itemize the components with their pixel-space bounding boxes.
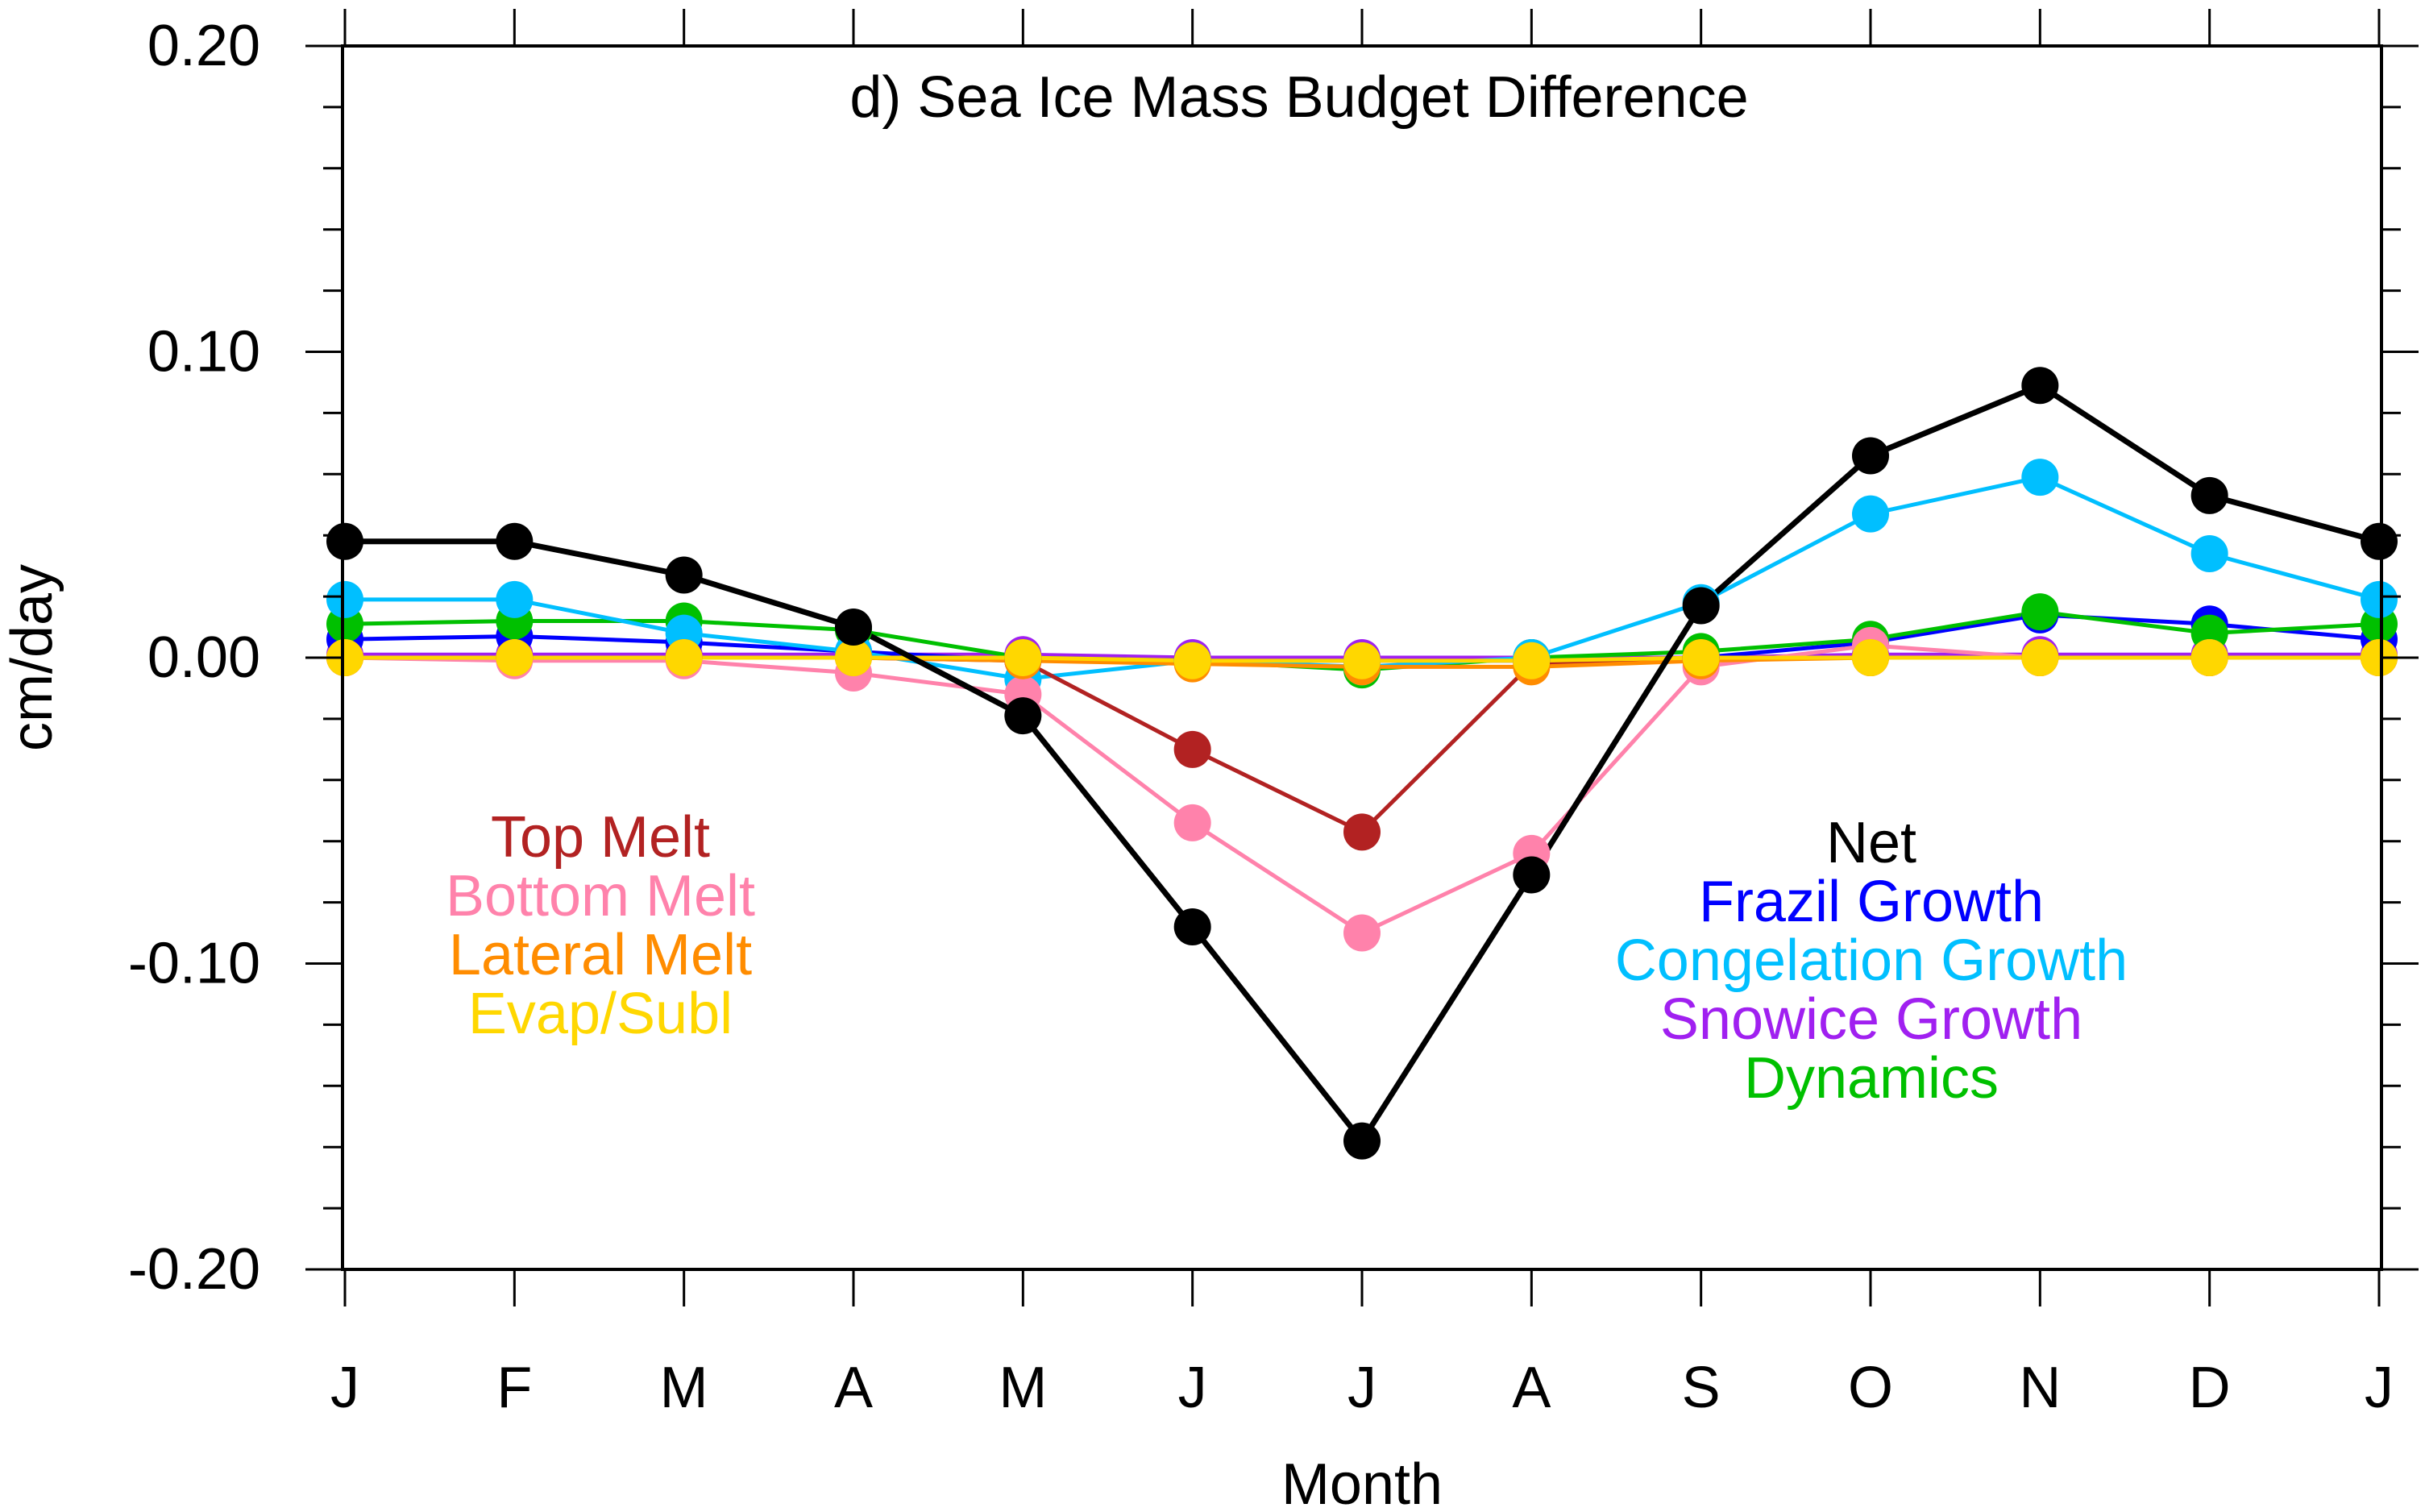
- x-tick-label: J: [1347, 1356, 1377, 1420]
- y-ticks: -0.20 -0.10 0.00 0.10 0.20: [128, 14, 2419, 1302]
- y-tick-label: -0.20: [128, 1237, 260, 1302]
- legend-entry: Bottom Melt: [446, 864, 755, 928]
- data-point-net: [2021, 367, 2059, 405]
- data-point-congelation: [1852, 495, 1889, 533]
- data-point-bottom_melt: [1173, 804, 1211, 841]
- data-point-net: [1004, 697, 1042, 735]
- legend-entry: Top Melt: [491, 805, 710, 870]
- data-layer: [326, 367, 2398, 1160]
- x-axis-label: Month: [1281, 1452, 1443, 1512]
- x-tick-label: J: [330, 1356, 359, 1420]
- data-point-top_melt: [1343, 813, 1381, 851]
- x-tick-label: O: [1848, 1356, 1893, 1420]
- data-point-net: [665, 556, 703, 594]
- data-point-congelation: [326, 580, 363, 618]
- legend-entry: Net: [1826, 811, 1916, 875]
- data-point-evap: [1513, 642, 1551, 679]
- y-axis-label: cm/day: [0, 564, 64, 751]
- data-point-net: [1343, 1122, 1381, 1160]
- x-tick-label: M: [999, 1356, 1047, 1420]
- legend-entry: Congelation Growth: [1615, 928, 2128, 993]
- data-point-dynamics: [2021, 593, 2059, 631]
- y-tick-label: -0.10: [128, 932, 260, 996]
- data-point-net: [835, 609, 872, 646]
- data-point-evap: [2021, 639, 2059, 676]
- x-tick-label: F: [496, 1356, 532, 1420]
- data-point-evap: [1343, 642, 1381, 679]
- y-tick-label: 0.20: [147, 14, 260, 78]
- data-point-net: [1513, 856, 1551, 894]
- x-tick-label: A: [1512, 1356, 1551, 1420]
- x-tick-label: J: [2365, 1356, 2394, 1420]
- data-point-congelation: [2361, 580, 2398, 618]
- data-point-net: [1852, 437, 1889, 475]
- data-point-evap: [1682, 639, 1720, 676]
- x-tick-label: N: [2019, 1356, 2061, 1420]
- data-point-evap: [1173, 642, 1211, 679]
- data-point-evap: [2190, 639, 2228, 676]
- data-point-congelation: [496, 580, 534, 618]
- data-point-congelation: [2190, 534, 2228, 572]
- data-point-evap: [665, 639, 703, 676]
- x-tick-label: M: [660, 1356, 708, 1420]
- legend-entry: Evap/Subl: [468, 982, 733, 1046]
- data-point-net: [2361, 522, 2398, 560]
- chart-title: d) Sea Ice Mass Budget Difference: [849, 65, 1748, 130]
- data-point-net: [496, 522, 534, 560]
- y-tick-label: 0.00: [147, 625, 260, 690]
- x-tick-label: S: [1682, 1356, 1721, 1420]
- x-tick-label: J: [1178, 1356, 1207, 1420]
- data-point-evap: [496, 639, 534, 676]
- legend-entry: Dynamics: [1744, 1046, 1999, 1111]
- data-point-evap: [2361, 639, 2398, 676]
- data-point-evap: [326, 639, 363, 676]
- data-point-evap: [835, 639, 872, 676]
- data-point-net: [1173, 908, 1211, 945]
- legend-entry: Frazil Growth: [1699, 870, 2044, 934]
- data-point-bottom_melt: [1343, 914, 1381, 952]
- x-tick-label: D: [2189, 1356, 2231, 1420]
- data-point-net: [1682, 587, 1720, 625]
- data-point-congelation: [2021, 459, 2059, 496]
- data-point-top_melt: [1173, 730, 1211, 768]
- legend-entry: Snowice Growth: [1660, 987, 2082, 1052]
- data-point-net: [2190, 476, 2228, 514]
- x-tick-label: A: [834, 1356, 873, 1420]
- data-point-net: [326, 522, 363, 560]
- data-point-evap: [1852, 639, 1889, 676]
- y-tick-label: 0.10: [147, 320, 260, 384]
- legend-entry: Lateral Melt: [449, 923, 752, 987]
- data-point-evap: [1004, 639, 1042, 676]
